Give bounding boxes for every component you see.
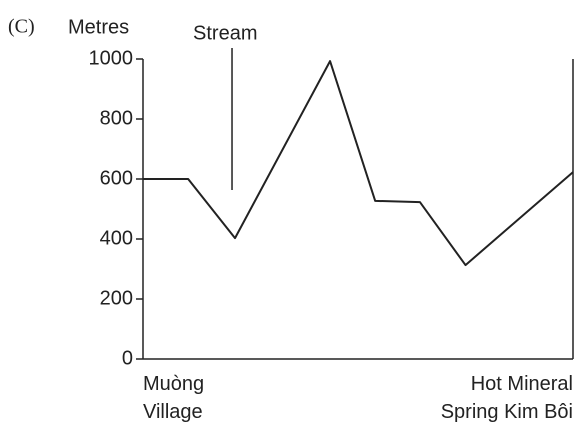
y-axis-label: Metres <box>68 16 129 38</box>
annotation: Stream <box>193 22 257 44</box>
y-tick-label: 800 <box>100 107 133 129</box>
y-tick-label: 200 <box>100 287 133 309</box>
y-tick-label: 1000 <box>89 47 134 69</box>
panel-label: (C) <box>8 16 35 38</box>
x-tick-label: Hot Mineral Spring Kim Bôi <box>440 373 573 423</box>
y-tick-label: 400 <box>100 227 133 249</box>
y-tick-label: 0 <box>122 347 133 369</box>
y-tick-label: 600 <box>100 167 133 189</box>
profile-line <box>143 60 574 267</box>
x-tick-label: Muòng Village <box>143 373 205 423</box>
